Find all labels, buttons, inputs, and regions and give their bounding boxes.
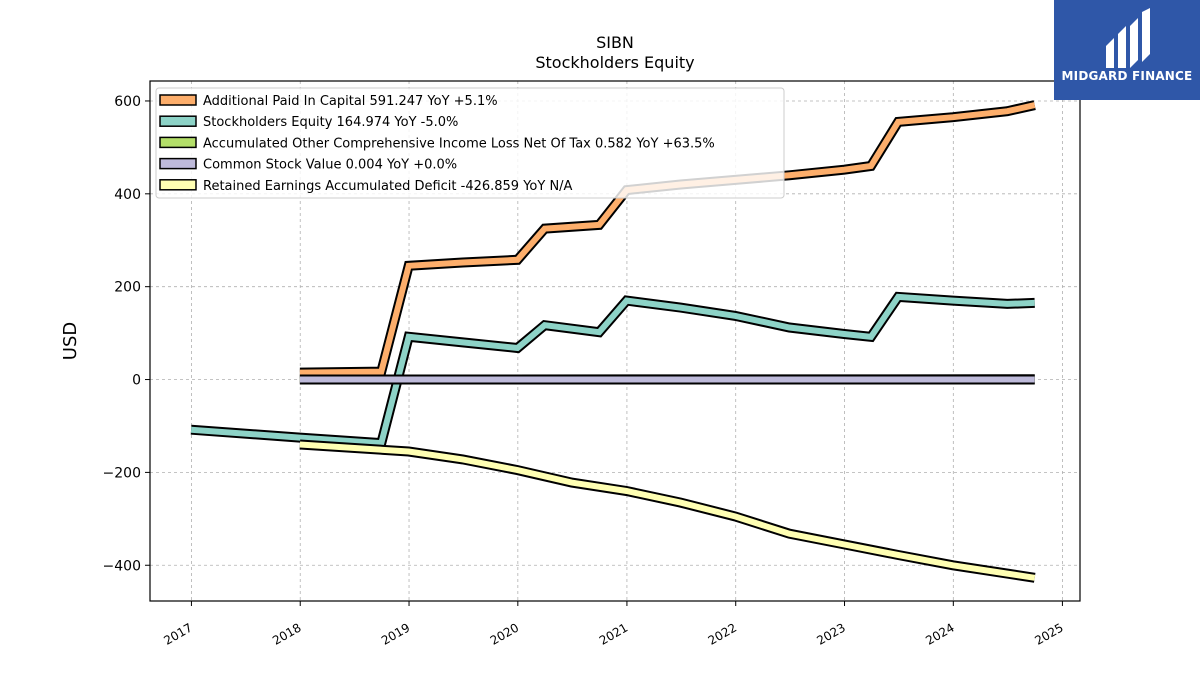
legend-label: Stockholders Equity 164.974 YoY -5.0% (203, 115, 458, 130)
y-tick-label: 400 (114, 187, 141, 203)
y-tick-label: 0 (132, 373, 141, 389)
series-stroke (299, 441, 1036, 581)
legend-swatch (159, 94, 197, 106)
legend: Additional Paid In Capital 591.247 YoY +… (155, 87, 785, 199)
legend-swatch (159, 157, 197, 170)
logo-text: MIDGARD FINANCE (1061, 69, 1193, 83)
x-tick-label: 2022 (706, 620, 739, 647)
y-tick-label: −400 (103, 558, 141, 574)
x-tick-label: 2018 (270, 620, 303, 647)
series-stroke (190, 293, 1035, 447)
chart-title: SIBN (596, 33, 634, 52)
legend-label: Retained Earnings Accumulated Deficit -4… (203, 179, 573, 194)
chart-subtitle: Stockholders Equity (535, 53, 694, 72)
x-tick-label: 2023 (814, 620, 847, 647)
y-axis-label: USD (60, 322, 81, 360)
x-tick-label: 2019 (379, 620, 412, 647)
legend-swatch (159, 136, 197, 149)
legend-label: Additional Paid In Capital 591.247 YoY +… (203, 94, 498, 109)
y-tick-label: −200 (103, 465, 141, 481)
x-tick-label: 2024 (923, 620, 956, 647)
legend-box (155, 87, 785, 199)
legend-swatch (159, 179, 197, 191)
y-tick-label: 600 (114, 94, 141, 110)
legend-label: Accumulated Other Comprehensive Income L… (203, 136, 715, 151)
x-tick-label: 2021 (597, 620, 630, 647)
midgard-finance-logo: MIDGARD FINANCE (1054, 0, 1200, 100)
y-tick-label: 200 (114, 280, 141, 296)
plot-frame (149, 80, 1081, 602)
logo-mark-icon (1106, 8, 1150, 68)
x-tick-label: 2020 (488, 620, 521, 647)
x-tick-label: 2017 (161, 620, 194, 647)
series-line-4 (299, 439, 1036, 583)
x-tick-label: 2025 (1032, 620, 1065, 647)
legend-label: Common Stock Value 0.004 YoY +0.0% (203, 158, 457, 173)
legend-swatch (159, 115, 197, 127)
series-line-1 (190, 291, 1035, 449)
